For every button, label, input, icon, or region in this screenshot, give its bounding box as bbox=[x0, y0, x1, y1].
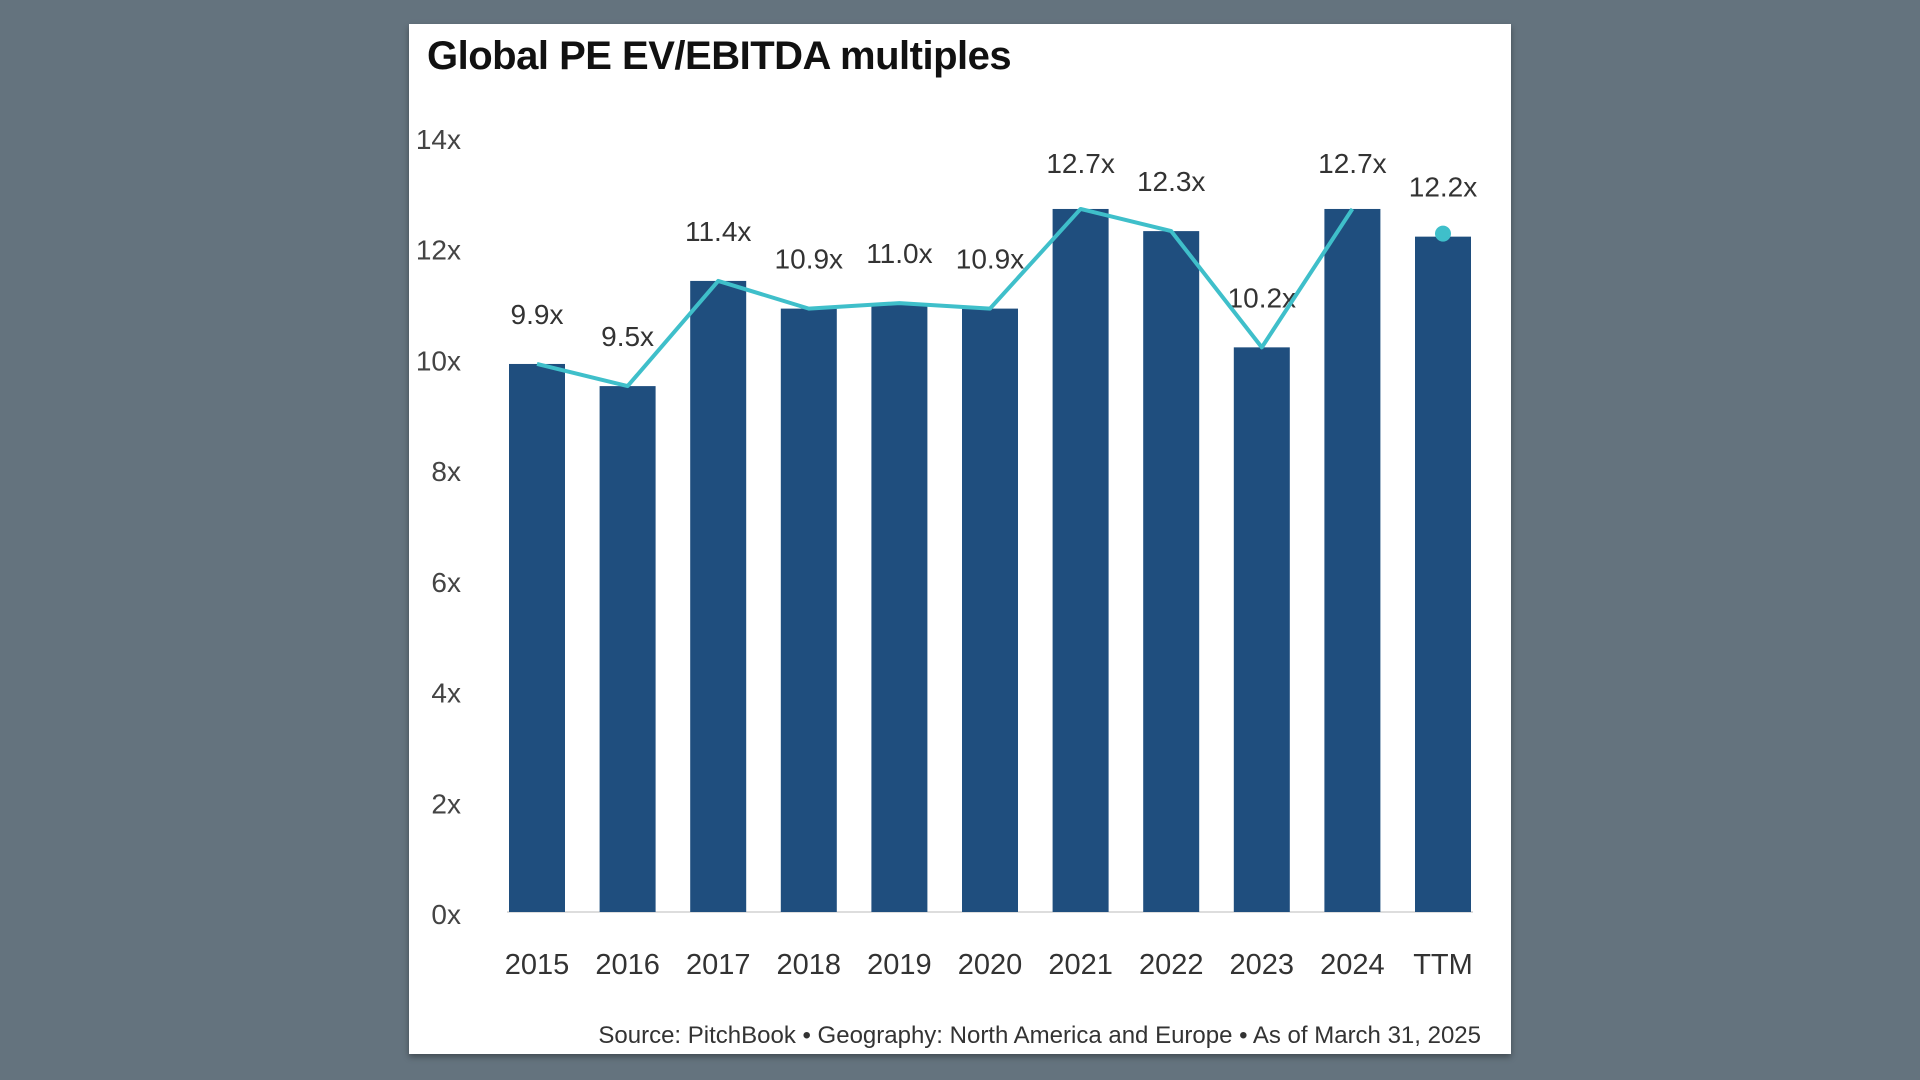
y-tick-label: 8x bbox=[431, 456, 461, 487]
y-tick-label: 2x bbox=[431, 788, 461, 819]
data-label: 12.3x bbox=[1137, 166, 1206, 197]
chart-title: Global PE EV/EBITDA multiples bbox=[427, 34, 1012, 78]
x-tick-label: 2024 bbox=[1320, 949, 1385, 981]
bar-2019 bbox=[871, 303, 928, 913]
ttm-marker-dot bbox=[1435, 225, 1451, 242]
bar-2024 bbox=[1324, 208, 1381, 912]
bar-2016 bbox=[599, 386, 656, 912]
y-tick-label: 0x bbox=[431, 899, 461, 930]
y-tick-label: 4x bbox=[431, 678, 461, 709]
data-label: 12.7x bbox=[1318, 148, 1387, 179]
y-tick-label: 6x bbox=[431, 567, 461, 598]
source-note: Source: PitchBook • Geography: North Ame… bbox=[598, 1022, 1481, 1049]
data-label: 10.9x bbox=[956, 244, 1025, 275]
bar-2015 bbox=[509, 363, 565, 912]
data-label: 9.5x bbox=[601, 321, 654, 352]
bar-2022 bbox=[1143, 231, 1200, 912]
bar-TTM bbox=[1415, 236, 1471, 913]
bar-2020 bbox=[962, 308, 1018, 912]
x-tick-label: 2016 bbox=[595, 949, 660, 981]
x-tick-label: 2020 bbox=[958, 949, 1023, 981]
data-label: 10.2x bbox=[1228, 282, 1297, 313]
data-label: 10.9x bbox=[775, 244, 844, 275]
x-tick-label: 2021 bbox=[1048, 949, 1113, 981]
bar-chart: 0x 2x 4x 6x 8x 10x 12x 14x 2015 9.9x 2016 9.5x 2017 1… bbox=[416, 124, 1478, 981]
x-tick-label: TTM bbox=[1413, 949, 1473, 981]
x-tick-label: 2017 bbox=[686, 949, 751, 981]
y-tick-label: 12x bbox=[416, 235, 461, 266]
chart-card: 0x 2x 4x 6x 8x 10x 12x 14x 2015 9.9x 2016 9.5x 2017 1… bbox=[409, 24, 1511, 1054]
y-tick-label: 14x bbox=[416, 124, 461, 155]
x-tick-label: 2023 bbox=[1230, 949, 1295, 981]
trend-line bbox=[536, 206, 1355, 389]
data-label: 11.4x bbox=[685, 216, 751, 247]
data-label: 12.2x bbox=[1409, 172, 1478, 203]
x-tick-label: 2018 bbox=[777, 949, 842, 981]
x-tick-label: 2019 bbox=[867, 949, 932, 981]
x-tick-label: 2015 bbox=[505, 949, 570, 981]
bar-2017 bbox=[690, 280, 747, 912]
data-label: 9.9x bbox=[511, 299, 564, 330]
bar-2021 bbox=[1052, 208, 1109, 912]
x-tick-label: 2022 bbox=[1139, 949, 1204, 981]
data-label: 12.7x bbox=[1046, 148, 1115, 179]
y-tick-label: 10x bbox=[416, 345, 461, 376]
data-label: 11.0x bbox=[866, 238, 932, 269]
bar-2018 bbox=[780, 308, 837, 912]
bar-2023 bbox=[1233, 347, 1290, 912]
